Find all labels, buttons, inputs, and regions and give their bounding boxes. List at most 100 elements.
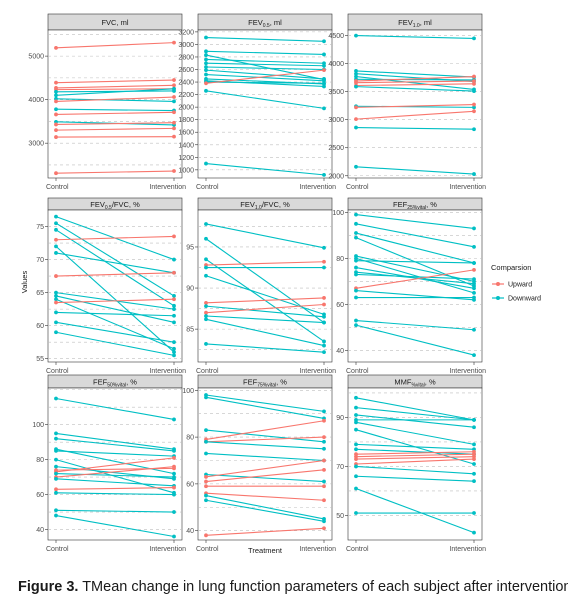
panel-5-subject-12-line xyxy=(205,343,325,353)
panel-9-subject-13-control-point xyxy=(354,464,358,469)
panel-6-subject-12-line xyxy=(355,290,475,301)
panel-6-subject-15-line xyxy=(355,324,475,356)
panel-7-subject-1-line xyxy=(55,397,175,420)
panel-8-subject-10-control-point xyxy=(204,479,208,484)
panel-4-ytick-label-75: 75 xyxy=(36,224,44,231)
panel-7-subject-14-intervention-point xyxy=(172,492,176,497)
panel-1-subject-8-control-point xyxy=(54,99,58,104)
panel-3-subject-2-line xyxy=(355,70,475,78)
panel-5-subject-8-line xyxy=(205,305,325,318)
panel-2-subject-5-intervention-point xyxy=(322,63,326,68)
panel-1-ytick-label-5000: 5000 xyxy=(28,54,44,61)
panel-3-subject-14-line xyxy=(355,166,475,175)
panel-4-subject-12-line xyxy=(55,311,175,317)
panel-3-subject-12-control-point xyxy=(354,117,358,122)
panel-5-xtick-label-control: Control xyxy=(196,368,219,375)
panel-3-xtick-label-intervention: Intervention xyxy=(449,184,486,191)
panel-2-ytick-label-1200: 1200 xyxy=(178,155,194,162)
panel-1-subject-7-intervention-point xyxy=(172,99,176,104)
panel-3-subject-2-control-point xyxy=(354,69,358,73)
panel-9-subject-6-intervention-point xyxy=(472,462,476,466)
panel-3-subject-1-control-point xyxy=(354,33,358,38)
panel-5-subject-5-control-point xyxy=(204,265,208,270)
panel-8-subject-6-line xyxy=(205,441,325,450)
legend-upward-label: Upward xyxy=(508,282,532,289)
panel-7-subject-6-control-point xyxy=(54,457,58,462)
panel-8-subject-12-line xyxy=(205,492,325,501)
panel-7-subject-16-intervention-point xyxy=(172,534,176,539)
panel-8-subject-6-control-point xyxy=(204,439,208,444)
panel-1-subject-6-intervention-point xyxy=(172,86,176,91)
panel-9-subject-11-control-point xyxy=(354,457,358,461)
panel-2-subject-4-control-point xyxy=(204,57,208,62)
panel-3-subject-5-line xyxy=(355,78,475,81)
panel-3-ytick-label-4500: 4500 xyxy=(328,33,344,40)
panel-3-subject-8-intervention-point xyxy=(472,81,476,86)
panel-6-subject-7-line xyxy=(355,260,475,264)
panel-9-subject-16-control-point xyxy=(354,511,358,515)
panel-1-subject-6-line xyxy=(55,88,175,96)
panel-4-subject-3-line xyxy=(55,229,175,307)
panel-7-subject-6-line xyxy=(55,459,175,494)
panel-2-subject-12-line xyxy=(205,69,325,84)
panel-4-subject-11-intervention-point xyxy=(172,297,176,302)
panel-8-subject-14-intervention-point xyxy=(322,519,326,524)
panel-9-subject-2-line xyxy=(355,407,475,421)
panel-6-subject-10-intervention-point xyxy=(472,277,476,281)
panel-3-plot-area xyxy=(347,29,483,179)
y-axis-title: Values xyxy=(20,271,29,294)
panel-8-subject-10-line xyxy=(205,469,325,483)
panel-5-subject-10-control-point xyxy=(204,314,208,318)
panel-8-subject-12-intervention-point xyxy=(322,498,326,503)
panel-2-ytick-label-1600: 1600 xyxy=(178,130,194,137)
panel-7-subject-13-control-point xyxy=(54,487,58,492)
panel-2-subject-3-line xyxy=(205,54,325,81)
panel-8-xtick-label-control: Control xyxy=(196,546,219,553)
panel-9-subject-3-intervention-point xyxy=(472,425,476,430)
panel-9-subject-1-line xyxy=(355,397,475,421)
panel-8-subject-8-line xyxy=(205,473,325,483)
panel-5-subject-9-intervention-point xyxy=(322,302,326,307)
panel-4-plot-area xyxy=(47,209,183,363)
panel-6-subject-2-intervention-point xyxy=(472,244,476,249)
panel-4-subject-1-intervention-point xyxy=(172,257,176,262)
panel-4-subject-4-control-point xyxy=(54,237,58,242)
panel-8-subject-9-control-point xyxy=(204,474,208,479)
panel-3-subject-9-intervention-point xyxy=(472,89,476,94)
panel-6-subject-4-control-point xyxy=(354,235,358,240)
panel-3-xtick-label-control: Control xyxy=(346,184,369,191)
panel-7-subject-4-line xyxy=(55,448,175,475)
panel-6-title: FEF25%vital, % xyxy=(393,200,437,211)
panel-1-subject-15-line xyxy=(55,170,175,174)
panel-8-subject-15-control-point xyxy=(204,533,208,538)
panel-8-subject-5-intervention-point xyxy=(322,435,326,440)
panel-1-xtick-label-control: Control xyxy=(46,184,69,191)
panel-5-subject-2-control-point xyxy=(204,236,208,241)
panel-4-subject-4-line xyxy=(55,235,175,241)
panel-7-subject-2-line xyxy=(55,432,175,450)
panel-3-subject-9-control-point xyxy=(354,84,358,89)
panel-6-ytick-label-80: 80 xyxy=(336,256,344,263)
panel-7-subject-2-control-point xyxy=(54,431,58,436)
panel-7-xtick-label-control: Control xyxy=(46,546,69,553)
panel-8-subject-8-intervention-point xyxy=(322,479,326,484)
panel-9-subject-14-line xyxy=(355,475,475,482)
panel-4-subject-10-intervention-point xyxy=(172,346,176,351)
panel-6-xtick-label-control: Control xyxy=(346,368,369,375)
panel-8-subject-14-control-point xyxy=(204,498,208,503)
panel-9-subject-5-line xyxy=(355,421,475,445)
panel-6-subject-3-control-point xyxy=(354,231,358,235)
panel-9-subject-12-line xyxy=(355,458,475,465)
panel-7-subject-10-control-point xyxy=(54,471,58,476)
panel-1-subject-15-control-point xyxy=(54,171,58,176)
panel-2-subject-7-control-point xyxy=(204,68,208,73)
panel-7-subject-11-line xyxy=(55,466,175,478)
panel-2-subject-1-intervention-point xyxy=(322,39,326,44)
panel-4-subject-6-line xyxy=(55,252,175,274)
panel-3-subject-6-intervention-point xyxy=(472,74,476,79)
panel-2-subject-10-intervention-point xyxy=(322,84,326,89)
panel-5-subject-10-intervention-point xyxy=(322,320,326,325)
panel-7-xtick-label-intervention: Intervention xyxy=(149,546,186,553)
panel-1-ytick-label-3000: 3000 xyxy=(28,141,44,148)
panel-2-ytick-label-3000: 3000 xyxy=(178,42,194,49)
